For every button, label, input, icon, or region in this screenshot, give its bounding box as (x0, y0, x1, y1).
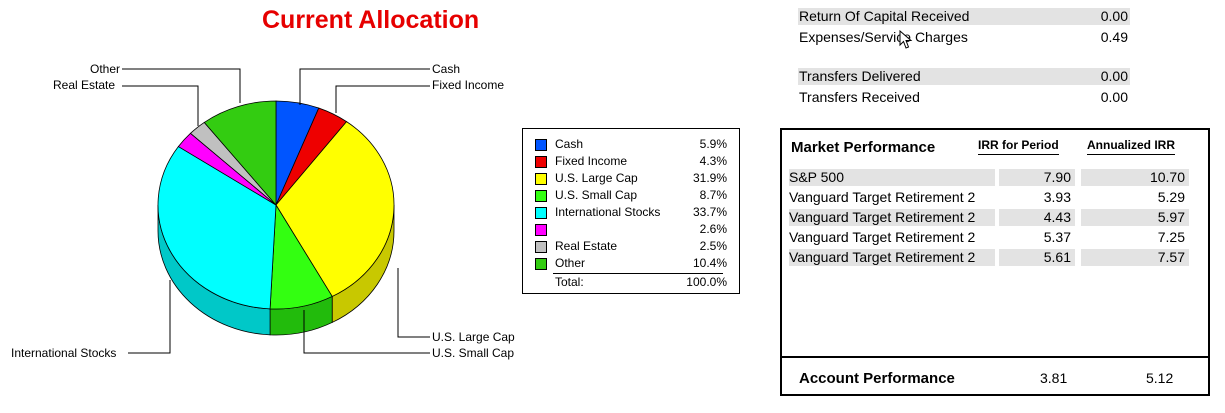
legend-row: U.S. Large Cap 31.9% (533, 171, 733, 187)
benchmark-annualized: 7.25 (1157, 229, 1185, 245)
account-performance-label: Account Performance (799, 370, 955, 387)
benchmark-annualized: 10.70 (1081, 169, 1189, 186)
account-performance-annualized: 5.12 (1146, 370, 1174, 386)
legend-total-label: Total: (555, 275, 584, 289)
table-row: Vanguard Target Retirement 2 5.61 7.57 (789, 248, 1199, 266)
callout-real-estate: Real Estate (53, 78, 116, 92)
summary-label: Expenses/Service Charges (799, 29, 968, 45)
pie-slice-other (203, 100, 277, 207)
callout-other: Other (90, 62, 121, 76)
legend-row: U.S. Small Cap 8.7% (533, 188, 733, 204)
benchmark-irr: 4.43 (999, 209, 1075, 226)
callout-cash: Cash (432, 62, 461, 76)
benchmark-name: Vanguard Target Retirement 2 (789, 249, 995, 266)
summary-label: Transfers Delivered (799, 68, 921, 84)
legend-row: International Stocks 33.7% (533, 205, 733, 221)
summary-row-expenses: Expenses/Service Charges 0.49 (798, 29, 1130, 46)
leader-line-fixed-income (335, 85, 430, 113)
leader-line-international-stocks (128, 280, 171, 354)
leader-line-us-large-cap (397, 268, 430, 338)
legend-pct: 2.5% (699, 239, 727, 253)
benchmark-name: Vanguard Target Retirement 2 (789, 189, 976, 205)
legend-pct: 33.7% (692, 205, 727, 219)
leader-line-other (122, 68, 241, 103)
summary-label: Return Of Capital Received (799, 8, 970, 24)
legend-row: 2.6% (533, 222, 733, 238)
legend-label: Cash (555, 137, 584, 151)
legend-label: U.S. Small Cap (555, 188, 638, 202)
benchmark-irr: 7.90 (999, 169, 1075, 186)
legend-pct: 8.7% (699, 188, 727, 202)
benchmark-name: Vanguard Target Retirement 2 (789, 229, 976, 245)
callout-us-small-cap: U.S. Small Cap (432, 346, 515, 360)
benchmark-irr: 5.61 (999, 249, 1075, 266)
legend-swatch-us-large-cap (535, 173, 547, 185)
legend-label: International Stocks (555, 205, 661, 219)
leader-line-cash (299, 68, 430, 105)
table-row: Vanguard Target Retirement 2 4.43 5.97 (789, 208, 1199, 226)
summary-row-transfers-delivered: Transfers Delivered 0.00 (798, 68, 1130, 85)
legend-label: Fixed Income (555, 154, 628, 168)
legend-row: Fixed Income 4.3% (533, 154, 733, 170)
summary-label: Transfers Received (799, 89, 920, 105)
legend-pct: 31.9% (692, 171, 727, 185)
callout-fixed-income: Fixed Income (432, 78, 505, 92)
legend-row: Cash 5.9% (533, 137, 733, 153)
mouse-pointer-icon (899, 30, 913, 49)
summary-value: 0.00 (1100, 89, 1128, 105)
market-performance-title: Market Performance (791, 139, 936, 156)
benchmark-name: S&P 500 (789, 169, 995, 186)
summary-row-return-of-capital: Return Of Capital Received 0.00 (798, 8, 1130, 25)
table-row: Vanguard Target Retirement 2 3.93 5.29 (789, 188, 1199, 206)
legend-label: Other (555, 256, 586, 270)
summary-value: 0.49 (1100, 29, 1128, 45)
col-header-irr: IRR for Period (978, 138, 1059, 155)
legend-row: Real Estate 2.5% (533, 239, 733, 255)
callout-us-large-cap: U.S. Large Cap (432, 330, 515, 344)
allocation-pie-chart (122, 68, 430, 354)
legend-pct: 4.3% (699, 154, 727, 168)
account-performance-irr: 3.81 (1040, 370, 1068, 386)
legend-total-row: Total: 100.0% (533, 275, 733, 291)
summary-row-transfers-received: Transfers Received 0.00 (798, 89, 1130, 106)
benchmark-irr: 5.37 (1043, 229, 1071, 245)
chart-title: Current Allocation (262, 6, 480, 34)
leader-line-real-estate (122, 85, 199, 126)
footer-divider (782, 356, 1208, 358)
callout-international-stocks: International Stocks (11, 346, 117, 360)
chart-legend: Cash 5.9% Fixed Income 4.3% U.S. Large C… (522, 128, 740, 294)
summary-value: 0.00 (1100, 8, 1128, 24)
pie-slice-international-stocks (157, 146, 277, 310)
table-row: Vanguard Target Retirement 2 5.37 7.25 (789, 228, 1199, 246)
legend-swatch-unlabeled (535, 224, 547, 236)
market-performance-panel: Market Performance IRR for Period Annual… (780, 128, 1210, 396)
benchmark-annualized: 5.29 (1157, 189, 1185, 205)
legend-swatch-real-estate (535, 241, 547, 253)
legend-total-pct: 100.0% (686, 275, 727, 289)
benchmark-irr: 3.93 (1043, 189, 1071, 205)
legend-swatch-international-stocks (535, 207, 547, 219)
legend-swatch-other (535, 258, 547, 270)
benchmark-annualized: 7.57 (1081, 249, 1189, 266)
legend-swatch-us-small-cap (535, 190, 547, 202)
legend-pct: 2.6% (699, 222, 727, 236)
benchmark-name: Vanguard Target Retirement 2 (789, 209, 995, 226)
legend-label: Real Estate (555, 239, 618, 253)
col-header-annualized: Annualized IRR (1087, 138, 1176, 155)
legend-pct: 10.4% (692, 256, 727, 270)
legend-pct: 5.9% (699, 137, 727, 151)
table-row: S&P 500 7.90 10.70 (789, 168, 1199, 186)
summary-value: 0.00 (1100, 68, 1128, 84)
benchmark-annualized: 5.97 (1081, 209, 1189, 226)
legend-swatch-fixed-income (535, 156, 547, 168)
legend-row: Other 10.4% (533, 256, 733, 272)
legend-total-divider (553, 273, 723, 274)
leader-line-us-small-cap (303, 310, 430, 354)
legend-swatch-cash (535, 139, 547, 151)
legend-label: U.S. Large Cap (555, 171, 638, 185)
